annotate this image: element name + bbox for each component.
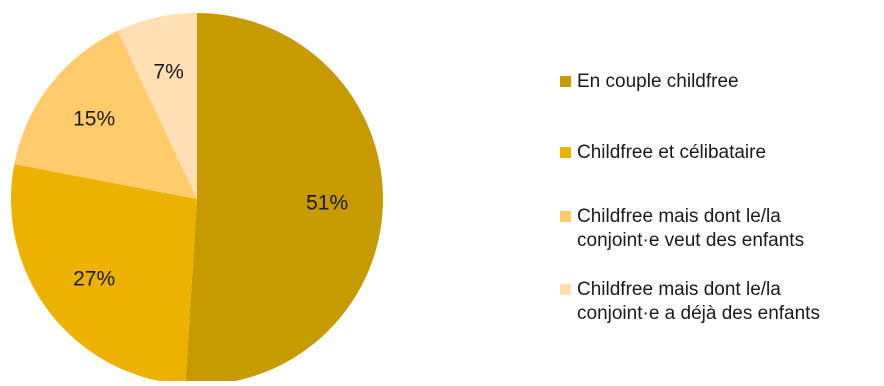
data-label-2: 15% [73,108,115,131]
pie-slice-2 [14,30,197,200]
legend-label-1: Childfree et célibataire [577,142,767,163]
legend-item-1: Childfree et célibataire [560,141,766,165]
legend-item-3: Childfree mais dont le/la conjoint·e a d… [560,278,820,326]
data-label-3: 7% [153,60,183,83]
pie-slice-1 [10,164,198,385]
data-label-1: 27% [73,267,115,290]
pie-slices [10,13,384,385]
legend-swatch-1 [560,147,571,158]
chart-legend: En couple childfree Childfree et célibata… [560,0,884,381]
pie-data-labels: 51% 27% 15% 7% [73,60,348,290]
legend-swatch-3 [560,284,571,295]
legend-swatch-2 [560,211,571,222]
legend-item-0: En couple childfree [560,70,739,94]
pie-slice-0 [185,13,384,385]
data-label-0: 51% [306,192,348,215]
legend-item-2: Childfree mais dont le/la conjoint·e veu… [560,205,804,253]
legend-label-0: En couple childfree [577,71,739,92]
legend-label-3: Childfree mais dont le/la conjoint·e a d… [577,279,820,324]
legend-swatch-0 [560,76,571,87]
legend-label-2: Childfree mais dont le/la conjoint·e veu… [577,206,805,251]
pie-slice-3 [117,13,197,199]
